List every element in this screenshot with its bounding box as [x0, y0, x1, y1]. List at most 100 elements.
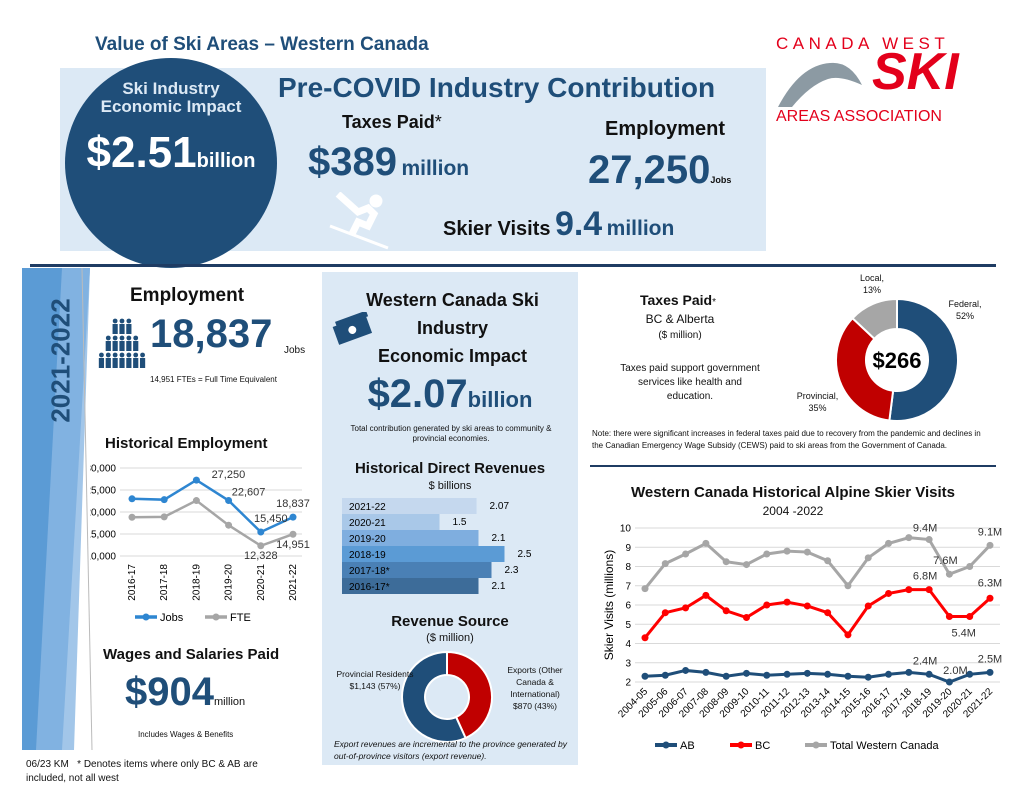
- y-tick-label: 7: [625, 581, 631, 592]
- data-point: [742, 614, 750, 622]
- taxes-note: Note: there were significant increases i…: [592, 429, 981, 450]
- data-label: 9.4M: [913, 523, 937, 535]
- x-tick-label: 2018-19: [191, 564, 202, 601]
- taxes-star: *: [434, 112, 442, 132]
- provincial-pct: 35%: [808, 403, 827, 413]
- legend-marker: [212, 613, 220, 621]
- person-head: [105, 335, 111, 341]
- person-body: [119, 324, 125, 334]
- data-point: [905, 534, 913, 542]
- person-body: [112, 341, 118, 351]
- person-head: [99, 352, 104, 358]
- taxes-title-star: *: [712, 297, 717, 308]
- data-point: [702, 539, 710, 547]
- logo-line1: CANADA WEST: [776, 34, 950, 53]
- person-body: [126, 341, 132, 351]
- data-point: [661, 609, 669, 617]
- data-point: [257, 542, 265, 550]
- y-tick-label: 20,000: [90, 508, 116, 519]
- data-point: [257, 528, 265, 536]
- money-icon: [332, 312, 372, 345]
- bar-value-label: 2.07: [490, 501, 510, 512]
- impact-title-line3: Economic Impact: [377, 346, 528, 366]
- taxes-desc: Taxes paid support government services l…: [620, 363, 760, 402]
- revenue-source-donut: [401, 650, 493, 743]
- y-tick-label: 30,000: [90, 464, 116, 475]
- data-label: 6.8M: [913, 571, 937, 583]
- x-tick-label: 2016-17: [127, 564, 138, 601]
- data-point: [986, 668, 994, 676]
- revenues-chart: 2021-22 2.07 2020-21 1.5 2019-20 2.1 2018-19 2.…: [342, 498, 532, 594]
- fte-note: 14,951 FTEs = Full Time Equivalent: [150, 375, 277, 384]
- employment-label: Employment: [605, 118, 726, 140]
- data-point: [864, 602, 872, 610]
- employment-title: Employment: [130, 285, 245, 306]
- federal-label: Federal,: [948, 299, 982, 309]
- employment-chart-title: Historical Employment: [105, 435, 268, 452]
- donut-slice: [888, 298, 959, 422]
- person-body: [105, 341, 111, 351]
- data-point: [682, 550, 690, 558]
- exports-label: Exports (Other Canada & International): [507, 665, 563, 699]
- x-tick-label: 2019-20: [224, 564, 235, 601]
- local-label: Local,: [859, 273, 885, 283]
- data-point: [225, 497, 233, 505]
- data-point: [289, 513, 297, 521]
- provincial-residents-label: Provincial Residents: [336, 669, 414, 679]
- data-point: [682, 666, 690, 674]
- data-point: [763, 550, 771, 558]
- data-point: [885, 589, 893, 597]
- revenue-bar: [342, 546, 505, 562]
- person-body: [112, 324, 118, 334]
- bar-category-label: 2019-20: [349, 534, 386, 545]
- person-head: [140, 352, 145, 358]
- data-point: [641, 672, 649, 680]
- data-point: [986, 594, 994, 602]
- data-label: 27,250: [212, 469, 246, 481]
- circle-unit: billion: [196, 150, 256, 172]
- skier-visits-chart: 10987654322004-052005-062006-072007-0820…: [602, 523, 1002, 752]
- series-line-fte: [131, 499, 294, 548]
- bar-category-label: 2021-22: [349, 502, 386, 513]
- person-head: [112, 335, 118, 341]
- y-tick-label: 9: [625, 543, 631, 554]
- x-tick-label: 2017-18: [159, 564, 170, 601]
- data-point: [641, 585, 649, 593]
- precovid-heading: Pre-COVID Industry Contribution: [278, 72, 716, 103]
- y-tick-label: 15,000: [90, 530, 116, 541]
- wages-unit: million: [213, 696, 246, 708]
- series-line-total-western-canada: [643, 536, 992, 590]
- data-label: 18,837: [276, 498, 310, 510]
- data-point: [160, 513, 168, 521]
- impact-unit: billion: [467, 387, 533, 412]
- economic-impact-circle: Ski Industry Economic Impact $2.51billio…: [65, 58, 277, 268]
- data-point: [945, 613, 953, 621]
- person-body: [126, 324, 132, 334]
- data-point: [966, 670, 974, 678]
- impact-note: Total contribution generated by ski area…: [350, 424, 552, 443]
- provincial-residents-value: $1,143 (57%): [349, 681, 401, 691]
- logo-ski: SKI: [872, 43, 959, 101]
- donut-slice: [446, 650, 493, 740]
- data-label: 2.4M: [913, 655, 937, 667]
- people-icon: [98, 318, 146, 368]
- x-tick-label: 2020-21: [256, 564, 267, 601]
- data-point: [905, 586, 913, 594]
- revenue-bar: [342, 498, 477, 514]
- data-point: [722, 607, 730, 615]
- data-point: [803, 548, 811, 556]
- person-head: [119, 352, 125, 358]
- data-point: [824, 557, 832, 565]
- data-point: [641, 634, 649, 642]
- data-label: 9.1M: [978, 526, 1002, 538]
- data-point: [661, 560, 669, 568]
- revenue-note: Export revenues are incremental to the p…: [334, 739, 567, 761]
- person-body: [98, 358, 105, 368]
- data-point: [905, 668, 913, 676]
- revenue-bar: [342, 514, 440, 530]
- data-point: [925, 536, 933, 544]
- person-head: [112, 318, 118, 324]
- person-body: [105, 358, 111, 368]
- data-point: [722, 558, 730, 566]
- legend-label: BC: [755, 740, 770, 752]
